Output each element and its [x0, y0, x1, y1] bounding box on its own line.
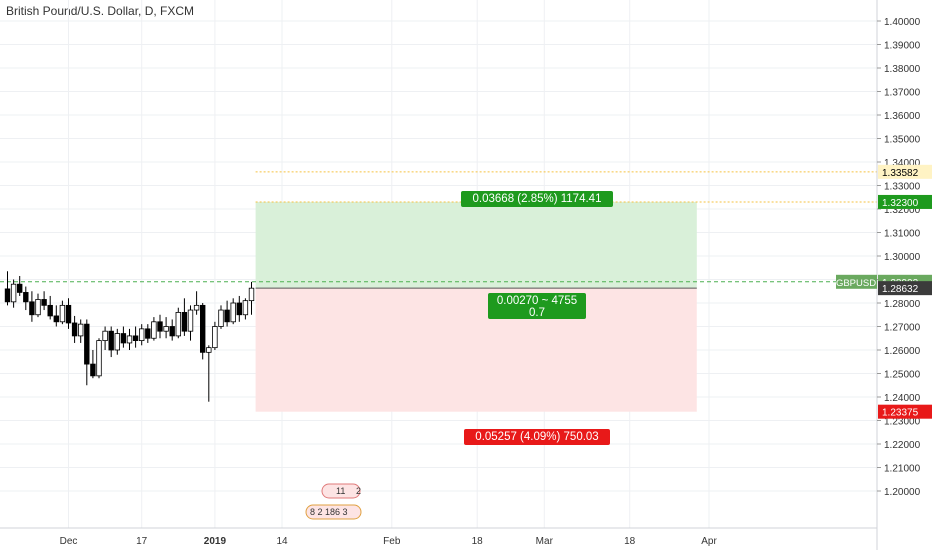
axis-price-label: 1.23375 [882, 408, 919, 419]
price-tick-label: 1.40000 [884, 17, 921, 28]
candle-body [47, 304, 53, 317]
price-tick-label: 1.37000 [884, 88, 921, 99]
axis-price-label-bg [878, 194, 932, 209]
candle-body [206, 347, 212, 353]
time-tick-label: 2019 [204, 536, 227, 547]
price-line-label-bg [878, 164, 932, 179]
candle-body [169, 326, 175, 337]
price-tick-label: 1.34000 [884, 158, 921, 169]
time-tick-label: 14 [276, 536, 288, 547]
price-tick-label: 1.31000 [884, 229, 921, 240]
candle-body [212, 326, 218, 349]
price-tick-label: 1.36000 [884, 111, 921, 122]
candle-body [218, 309, 224, 327]
axis-price-label-bg [878, 404, 932, 419]
candle-body [163, 326, 169, 332]
price-tick-label: 1.24000 [884, 393, 921, 404]
candle-body [199, 304, 206, 353]
target-label-bg [461, 191, 613, 207]
candle-body [175, 311, 181, 337]
symbol-tag: GBPUSD [836, 278, 876, 289]
stop-label-bg [464, 429, 610, 445]
stop-zone [255, 288, 697, 412]
event-marker-bg [321, 483, 361, 499]
candle-body [181, 311, 188, 332]
center-label: 0.00270 ~ 4755 [497, 295, 577, 307]
candle-body [29, 301, 35, 316]
target-label: 0.03668 (2.85%) 1174.41 [473, 193, 602, 205]
event-marker-bg [305, 504, 362, 520]
candle-body [187, 309, 194, 332]
candle-body [236, 302, 242, 316]
candle-body [4, 288, 11, 303]
candle-body [84, 323, 90, 365]
candle-body [132, 335, 139, 341]
candle-body [224, 309, 230, 323]
axis-price-label: 1.32300 [882, 198, 919, 209]
time-tick-label: 18 [624, 536, 636, 547]
candle-body [230, 302, 236, 323]
candle-body [157, 321, 163, 332]
candle-body [114, 333, 120, 351]
candle-body [120, 333, 127, 344]
center-label-bg [488, 293, 586, 319]
candle-body [65, 304, 72, 324]
axis-price-label: 1.28632 [882, 284, 919, 295]
price-tick-label: 1.38000 [884, 64, 921, 75]
candle-body [10, 283, 17, 303]
candle-body [193, 304, 200, 311]
price-tick-label: 1.22000 [884, 440, 921, 451]
chart-title: British Pound/U.S. Dollar, D, FXCM [6, 4, 195, 18]
candle-body [102, 330, 108, 342]
time-tick-label: Apr [701, 536, 717, 547]
candle-body [59, 304, 66, 323]
price-tick-label: 1.39000 [884, 41, 921, 52]
candle-body [126, 335, 133, 344]
candle-body [138, 328, 145, 342]
center-label: 0.7 [529, 307, 545, 319]
candle-body [151, 321, 157, 339]
candle-body [16, 283, 23, 293]
time-tick-label: Mar [536, 536, 554, 547]
price-tick-label: 1.32000 [884, 205, 921, 216]
time-tick-label: 17 [136, 536, 148, 547]
price-tick-label: 1.27000 [884, 323, 921, 334]
time-tick-label: Dec [60, 536, 78, 547]
time-tick-label: Feb [383, 536, 401, 547]
price-tick-label: 1.25000 [884, 370, 921, 381]
price-tick-label: 1.30000 [884, 252, 921, 263]
candle-body [23, 292, 29, 303]
candle-body [242, 300, 249, 316]
symbol-tag-bg [836, 274, 877, 289]
candle-body [41, 299, 47, 306]
candle-body [78, 323, 84, 337]
stop-label: 0.05257 (4.09%) 750.03 [475, 431, 598, 443]
price-tick-label: 1.23000 [884, 417, 921, 428]
candle-body [108, 330, 114, 351]
axis-price-label-bg [878, 281, 932, 296]
candle-body [96, 340, 102, 377]
event-marker-count: 11 [336, 486, 345, 496]
event-marker-count: 2 [356, 486, 361, 496]
candle-body [35, 299, 41, 316]
target-zone [255, 201, 697, 289]
price-tick-label: 1.33000 [884, 182, 921, 193]
candle-body [248, 287, 255, 302]
candle-body [145, 328, 151, 339]
price-tick-label: 1.26000 [884, 346, 921, 357]
price-line-label: 1.33582 [882, 168, 919, 179]
price-tick-label: 1.20000 [884, 487, 921, 498]
candle-body [90, 363, 96, 377]
price-tick-label: 1.28000 [884, 299, 921, 310]
time-tick-label: 18 [472, 536, 484, 547]
price-tick-label: 1.35000 [884, 135, 921, 146]
candle-body [53, 315, 59, 323]
event-marker-count: 8 2 186 3 [310, 507, 348, 517]
price-tick-label: 1.21000 [884, 464, 921, 475]
candle-body [71, 322, 78, 337]
